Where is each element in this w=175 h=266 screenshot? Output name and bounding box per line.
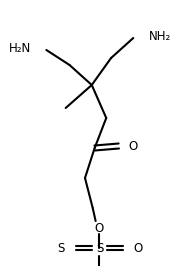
Text: S: S [96, 243, 103, 256]
Text: H₂N: H₂N [9, 43, 31, 56]
Text: O: O [134, 242, 143, 255]
Text: NH₂: NH₂ [149, 31, 171, 44]
Text: O: O [128, 139, 138, 152]
Text: O: O [95, 222, 104, 235]
Text: S: S [57, 242, 65, 255]
